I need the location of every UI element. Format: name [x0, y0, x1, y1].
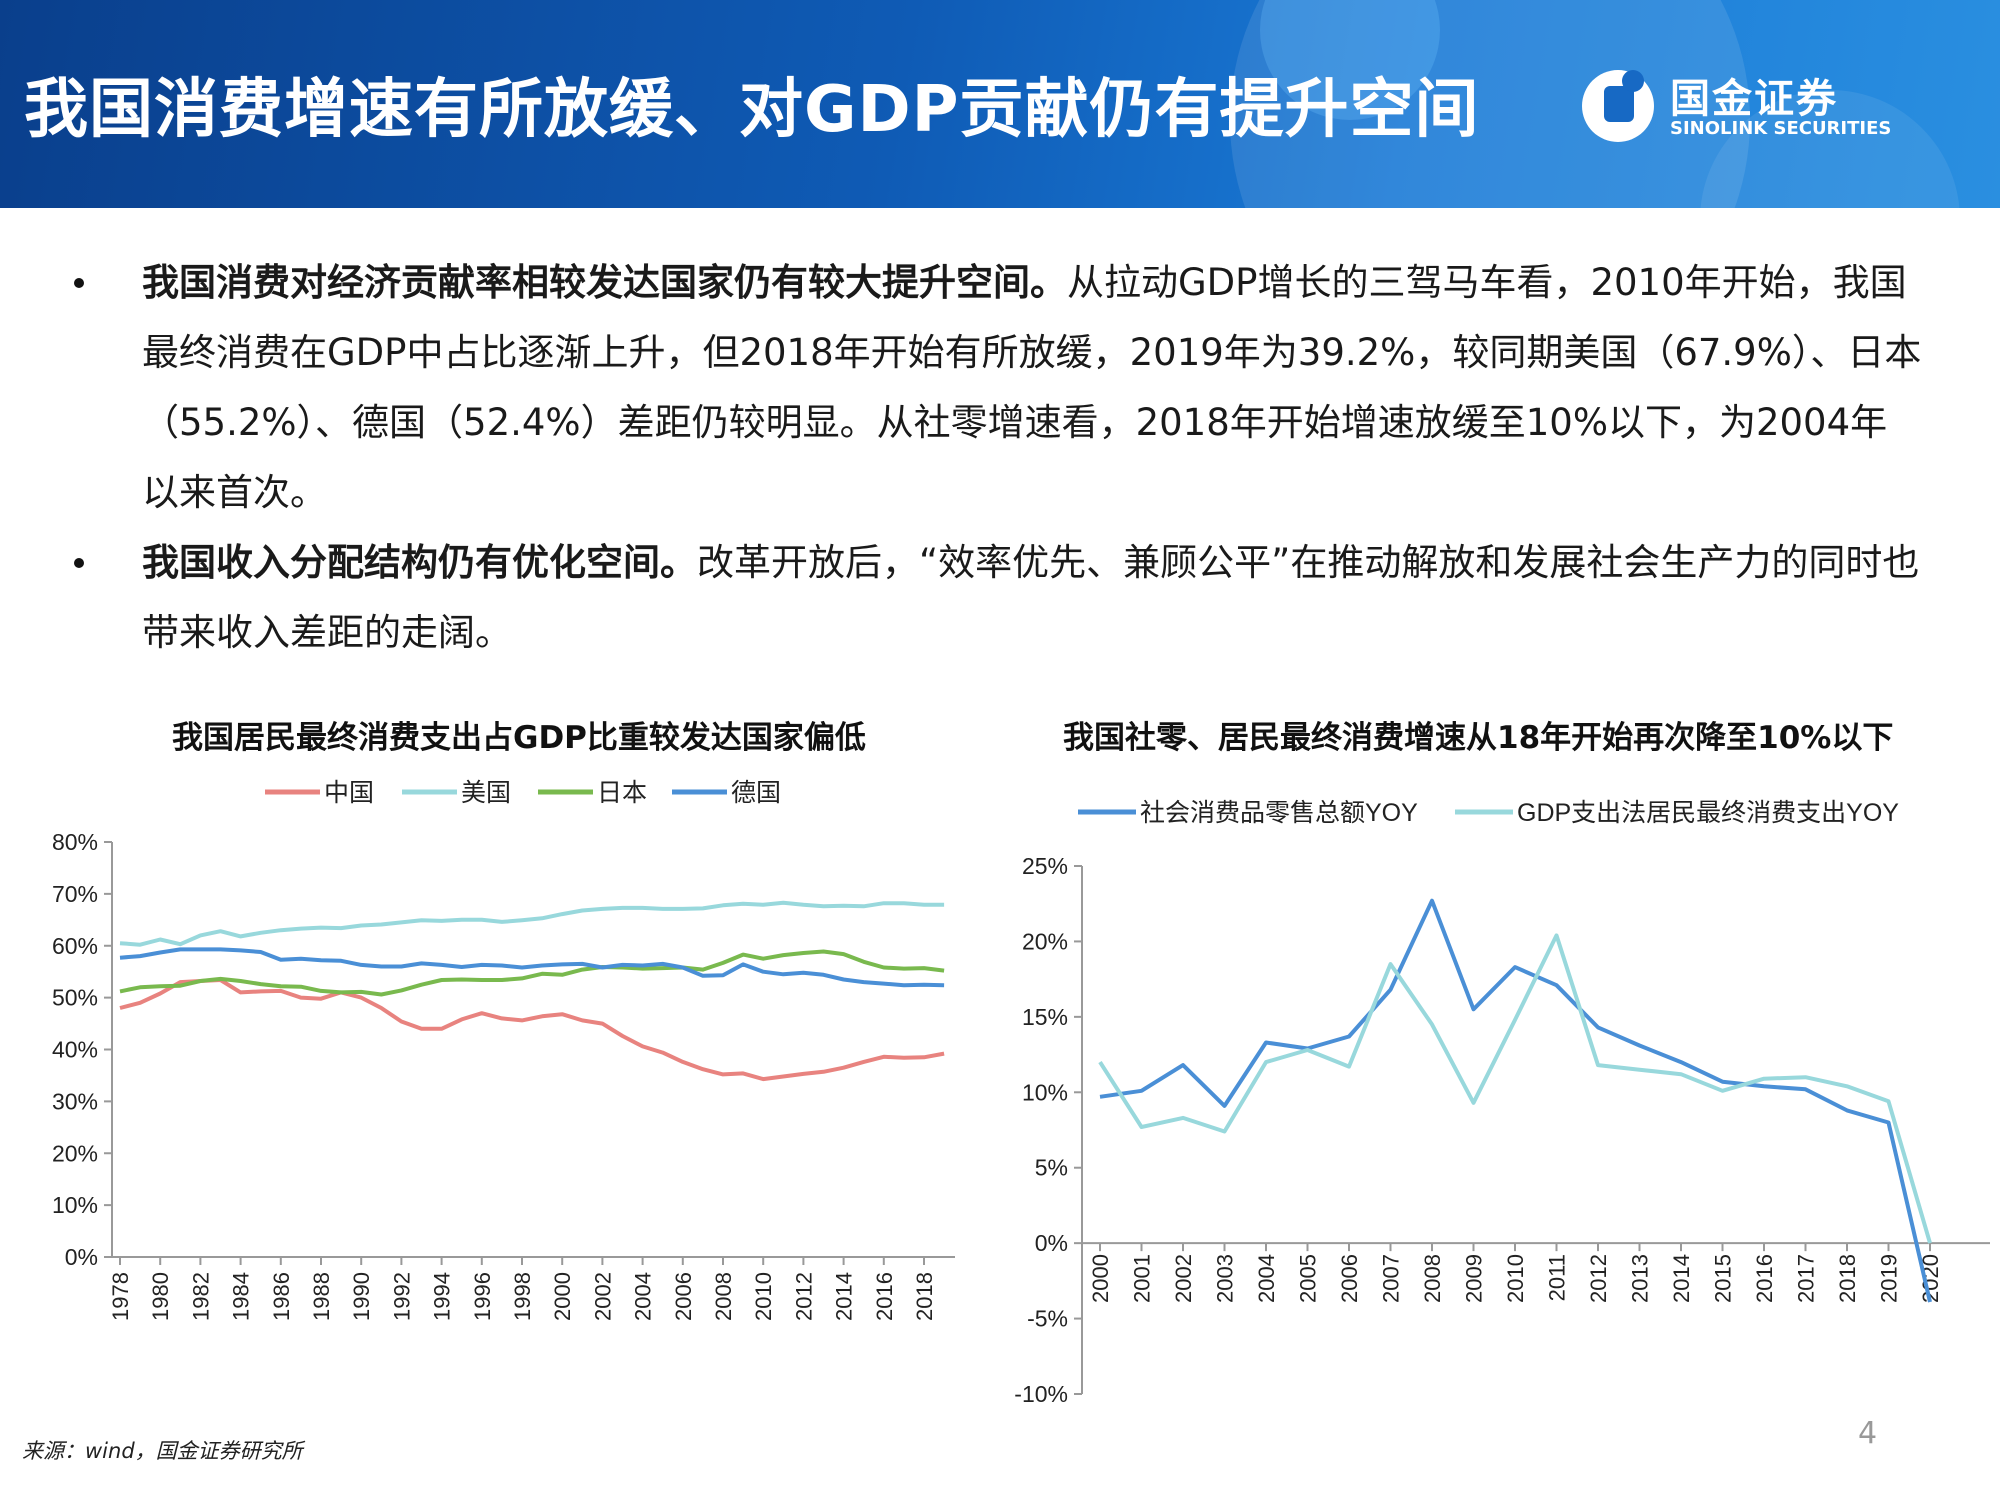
series-line [119, 978, 945, 1082]
y-tick-label: 0% [1035, 1230, 1068, 1256]
x-tick-label: 2018 [912, 1272, 937, 1321]
page-title: 我国消费增速有所放缓、对GDP贡献仍有提升空间 [24, 73, 1480, 147]
x-tick-label: 2003 [1213, 1254, 1238, 1303]
x-tick-label: 2009 [1462, 1254, 1487, 1303]
y-tick-label: 20% [1022, 928, 1068, 954]
logo-name-cn: 国金证券 [1670, 76, 1838, 122]
series-line [119, 949, 945, 997]
page-number: 4 [1858, 1416, 1878, 1451]
x-tick-label: 1990 [349, 1272, 374, 1321]
consumption-growth-chart: 社会消费品零售总额YOY GDP支出法居民最终消费支出YOY -10% -5% 0% 5%… [1014, 799, 1990, 1407]
x-tick-label: 1996 [470, 1272, 495, 1321]
chart-title: 我国社零、居民最终消费增速从18年开始再次降至10%以下 [1063, 720, 1894, 756]
x-tick-label: 1982 [188, 1272, 213, 1321]
x-tick-label: 2012 [1586, 1254, 1611, 1303]
x-tick-label: 1986 [269, 1272, 294, 1321]
x-tick-label: 1992 [389, 1272, 414, 1321]
bullet-item: 我国收入分配结构仍有优化空间。改革开放后，“效率优先、兼顾公平”在推动解放和发展… [74, 528, 1924, 668]
x-tick-label: 2016 [872, 1272, 897, 1321]
x-tick-label: 2017 [1794, 1254, 1819, 1303]
x-tick-label: 2019 [1877, 1254, 1902, 1303]
y-tick-label: 0% [65, 1244, 98, 1270]
legend-label: 社会消费品零售总额YOY [1140, 799, 1418, 827]
y-tick-label: -10% [1014, 1381, 1068, 1407]
bullet-icon [74, 278, 84, 288]
x-tick-label: 1998 [510, 1272, 535, 1321]
x-tick-label: 2018 [1835, 1254, 1860, 1303]
x-tick-label: 2013 [1628, 1254, 1653, 1303]
y-tick-label: 20% [52, 1140, 98, 1166]
x-tick-label: 2007 [1379, 1254, 1404, 1303]
x-tick-label: 2004 [631, 1272, 656, 1321]
y-tick-label: 60% [52, 933, 98, 959]
legend-label: 德国 [731, 779, 781, 807]
x-tick-label: 2010 [1503, 1254, 1528, 1303]
y-tick-label: 5% [1035, 1155, 1068, 1181]
series-line [119, 900, 945, 947]
y-tick-label: -5% [1027, 1306, 1068, 1332]
y-tick-label: 15% [1022, 1004, 1068, 1030]
x-tick-label: 1994 [430, 1272, 455, 1321]
bullet-lead: 我国收入分配结构仍有优化空间。 [142, 541, 697, 584]
x-tick-label: 2004 [1254, 1254, 1279, 1303]
x-tick-label: 2006 [671, 1272, 696, 1321]
x-tick-label: 2000 [550, 1272, 575, 1321]
bullet-body: 改革开放后，“效率优先、兼顾公平”在推动解放和发展社会生产力的同时也带来收入差距… [142, 541, 1920, 654]
series-line [119, 947, 945, 988]
legend-label: 日本 [597, 779, 647, 807]
bullet-body: 从拉动GDP增长的三驾马车看，2010年开始，我国最终消费在GDP中占比逐渐上升… [142, 261, 1922, 514]
bullet-item: 我国消费对经济贡献率相较发达国家仍有较大提升空间。从拉动GDP增长的三驾马车看，… [74, 248, 1924, 528]
legend-label: 中国 [324, 779, 374, 807]
y-tick-label: 40% [52, 1037, 98, 1063]
x-tick-label: 2016 [1752, 1254, 1777, 1303]
x-tick-label: 1984 [229, 1272, 254, 1321]
x-tick-label: 2015 [1711, 1254, 1736, 1303]
x-tick-label: 2002 [1171, 1254, 1196, 1303]
logo-icon [1582, 70, 1654, 142]
legend-label: 美国 [461, 779, 511, 807]
x-tick-label: 2002 [590, 1272, 615, 1321]
x-tick-label: 2000 [1088, 1254, 1113, 1303]
series-line [1099, 898, 1932, 1303]
x-tick-label: 1980 [148, 1272, 173, 1321]
company-logo: 国金证券 SINOLINK SECURITIES [1582, 66, 1912, 146]
banner-decoration [1230, 0, 1750, 208]
header-banner: 我国消费增速有所放缓、对GDP贡献仍有提升空间 国金证券 SINOLINK SE… [0, 0, 2000, 208]
x-tick-label: 2008 [1420, 1254, 1445, 1303]
x-tick-label: 1988 [309, 1272, 334, 1321]
y-tick-label: 10% [52, 1192, 98, 1218]
x-tick-label: 2008 [711, 1272, 736, 1321]
bullet-text: 我国收入分配结构仍有优化空间。改革开放后，“效率优先、兼顾公平”在推动解放和发展… [142, 528, 1924, 668]
y-tick-label: 30% [52, 1088, 98, 1114]
x-tick-label: 2011 [1545, 1254, 1570, 1301]
x-tick-label: 2012 [791, 1272, 816, 1321]
chart-title: 我国居民最终消费支出占GDP比重较发达国家偏低 [172, 720, 866, 756]
consumption-share-chart: 中国 美国 日本 德国 0% 10% 20% 30% 40% 50% 60% 70% 80% 1978 19… [52, 779, 955, 1321]
y-tick-label: 50% [52, 985, 98, 1011]
x-tick-label: 2001 [1130, 1254, 1155, 1303]
x-tick-label: 2014 [832, 1272, 857, 1321]
bullet-icon [74, 558, 84, 568]
bullet-lead: 我国消费对经济贡献率相较发达国家仍有较大提升空间。 [142, 261, 1067, 304]
series-line [1098, 933, 1932, 1244]
bullet-text: 我国消费对经济贡献率相较发达国家仍有较大提升空间。从拉动GDP增长的三驾马车看，… [142, 248, 1924, 528]
x-tick-label: 2010 [751, 1272, 776, 1321]
y-tick-label: 25% [1022, 853, 1068, 879]
x-tick-label: 2006 [1337, 1254, 1362, 1303]
x-tick-label: 1978 [108, 1272, 133, 1321]
x-tick-label: 2005 [1296, 1254, 1321, 1303]
y-tick-label: 10% [1022, 1079, 1068, 1105]
logo-name-en: SINOLINK SECURITIES [1670, 118, 1892, 139]
x-tick-label: 2014 [1669, 1254, 1694, 1303]
y-tick-label: 70% [52, 881, 98, 907]
source-note: 来源：wind，国金证券研究所 [22, 1439, 303, 1463]
legend-label: GDP支出法居民最终消费支出YOY [1517, 799, 1899, 827]
y-tick-label: 80% [52, 829, 98, 855]
